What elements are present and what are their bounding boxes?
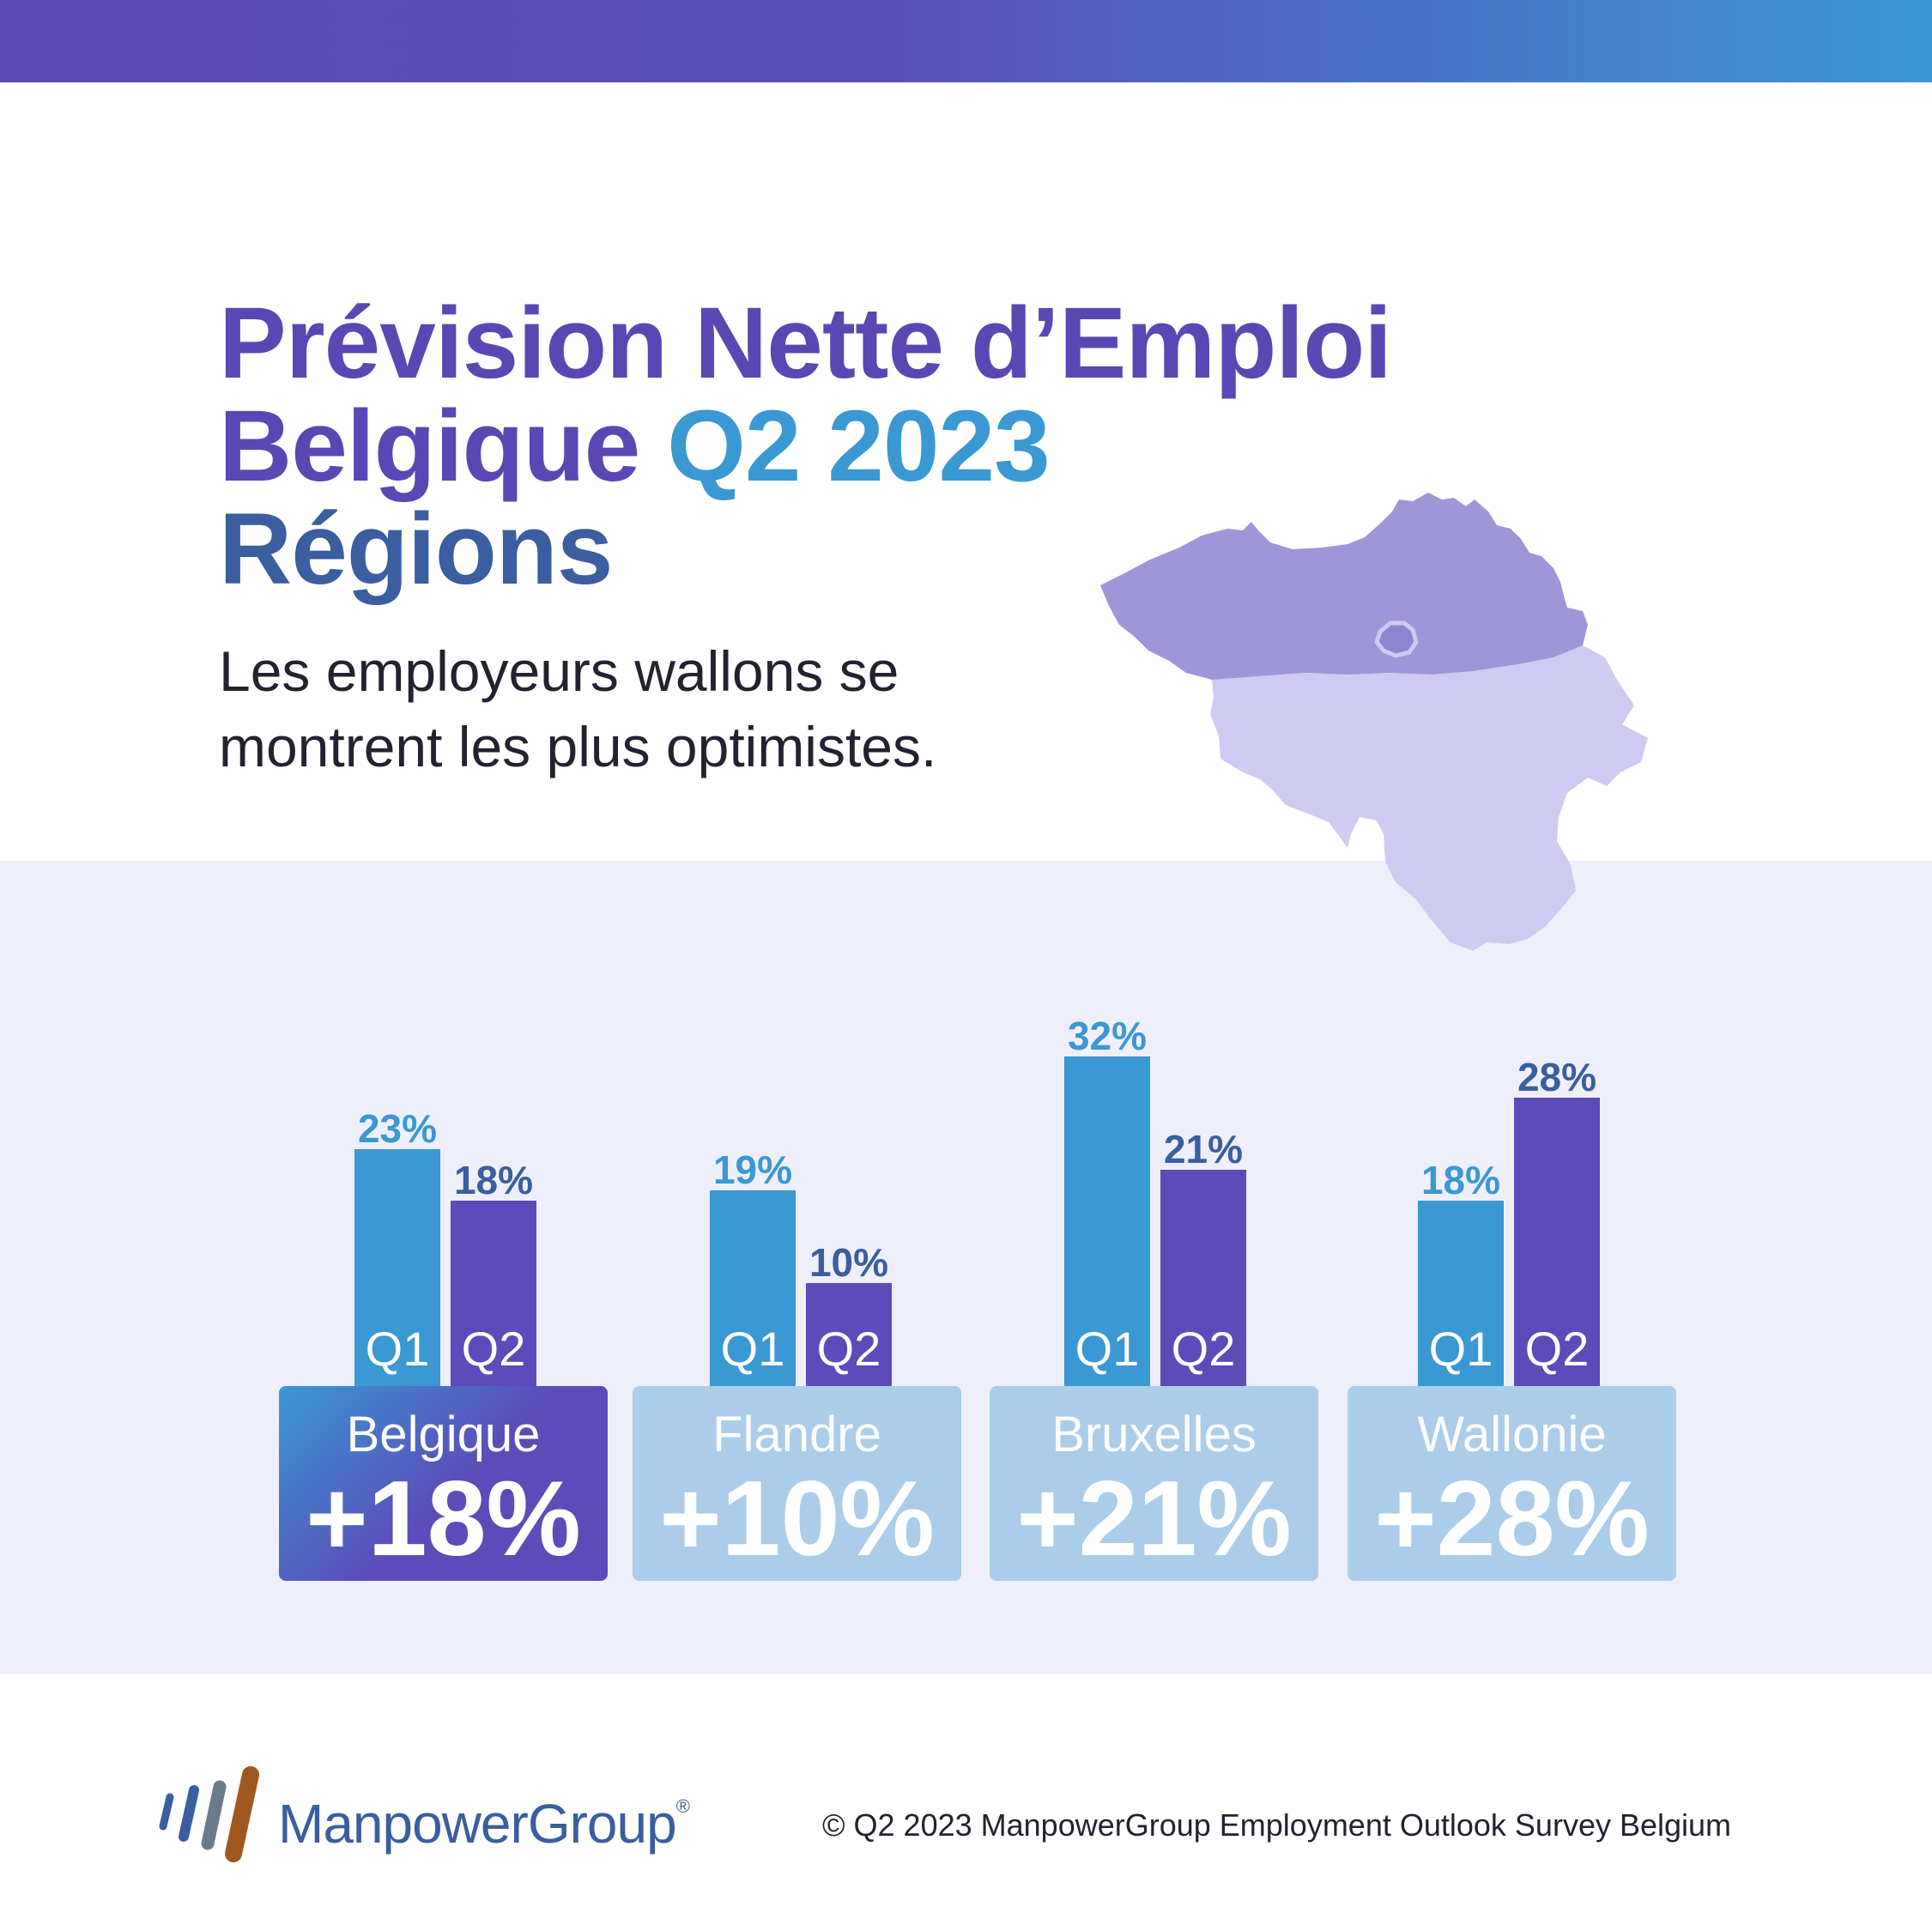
- region-box-wallonie: Wallonie +28%: [1348, 1386, 1676, 1581]
- region-value: +10%: [659, 1460, 935, 1578]
- belgium-map-icon: [1100, 493, 1648, 951]
- title-line-1: Prévision Nette d’Emploi: [219, 287, 1392, 400]
- registered-mark: ®: [675, 1795, 690, 1817]
- region-name: Flandre: [712, 1407, 881, 1462]
- subtitle: Les employeurs wallons se montrent les p…: [219, 633, 1163, 784]
- logo-text: ManpowerGroup: [278, 1793, 677, 1855]
- region-name: Bruxelles: [1051, 1407, 1257, 1462]
- region-name: Wallonie: [1417, 1407, 1607, 1462]
- subtitle-line-1: Les employeurs wallons se: [219, 639, 899, 703]
- flanders-region: [1100, 493, 1588, 680]
- region-value: +21%: [1016, 1460, 1292, 1578]
- logo-wordmark: ManpowerGroup®: [278, 1792, 690, 1855]
- subtitle-line-2: montrent les plus optimistes.: [219, 715, 937, 778]
- copyright-text: © Q2 2023 ManpowerGroup Employment Outlo…: [822, 1807, 1732, 1843]
- title-quarter: Q2 2023: [667, 390, 1051, 503]
- logo-stripes-icon: [159, 1766, 259, 1862]
- region-box-belgique: Belgique +18%: [279, 1386, 608, 1581]
- region-name: Belgique: [346, 1407, 541, 1462]
- title-line-2: Belgique Q2 2023: [219, 395, 1506, 498]
- region-value: +28%: [1374, 1460, 1650, 1578]
- region-box-flandre: Flandre +10%: [633, 1386, 961, 1581]
- title-block: Prévision Nette d’Emploi Belgique Q2 202…: [219, 292, 1506, 601]
- title-line-3: Régions: [219, 493, 614, 606]
- region-value: +18%: [306, 1460, 581, 1578]
- manpowergroup-logo: ManpowerGroup®: [151, 1766, 752, 1869]
- brussels-region: [1374, 620, 1419, 658]
- title-country: Belgique: [219, 390, 640, 503]
- wallonia-region: [1210, 645, 1648, 951]
- top-gradient-bar: [0, 0, 1932, 82]
- region-box-bruxelles: Bruxelles +21%: [990, 1386, 1318, 1581]
